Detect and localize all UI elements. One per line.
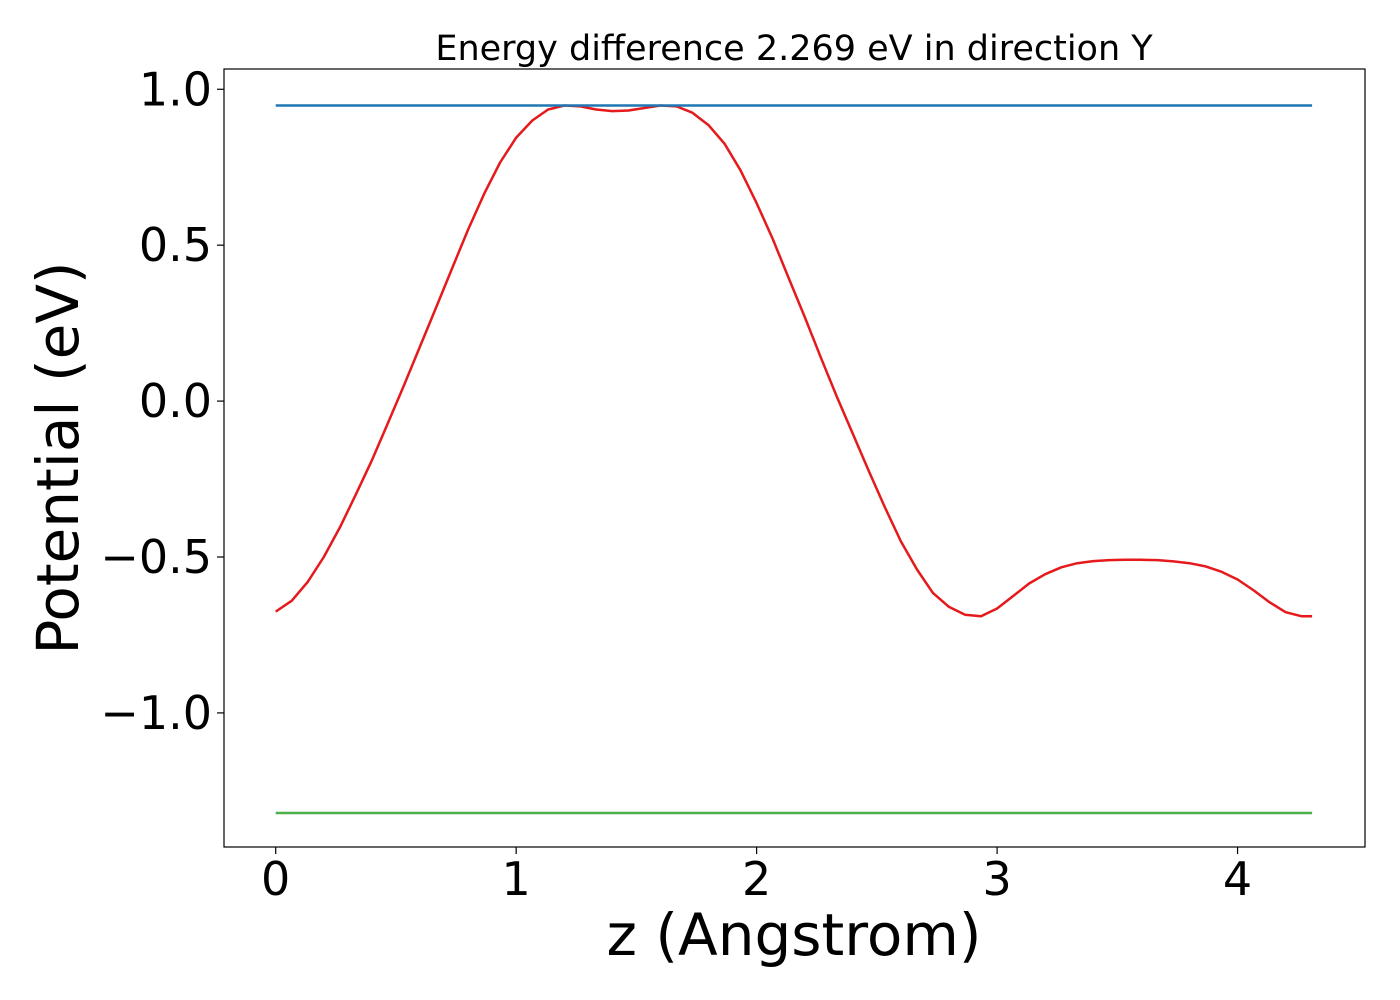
y-tick-label: −1.0 bbox=[100, 686, 212, 740]
y-axis-ticks: −1.0 −0.5 0.0 0.5 1.0 bbox=[100, 62, 224, 740]
x-tick-label: 4 bbox=[1223, 852, 1252, 906]
x-axis-label: z (Angstrom) bbox=[607, 901, 982, 969]
x-tick-label: 3 bbox=[982, 852, 1011, 906]
y-tick-label: −0.5 bbox=[100, 530, 212, 584]
y-axis-label: Potential (eV) bbox=[24, 261, 92, 654]
chart-title: Energy difference 2.269 eV in direction … bbox=[435, 29, 1153, 69]
y-tick-label: 0.5 bbox=[139, 218, 212, 272]
plot-frame bbox=[223, 68, 1366, 848]
series-line-0 bbox=[274, 104, 1313, 618]
plot-lines bbox=[274, 104, 1313, 815]
x-tick-label: 1 bbox=[502, 852, 531, 906]
y-tick-label: 0.0 bbox=[139, 374, 212, 428]
x-axis-ticks: 0 1 2 3 4 bbox=[261, 847, 1252, 906]
x-tick-label: 0 bbox=[261, 852, 290, 906]
y-tick-label: 1.0 bbox=[139, 62, 212, 116]
x-tick-label: 2 bbox=[742, 852, 771, 906]
